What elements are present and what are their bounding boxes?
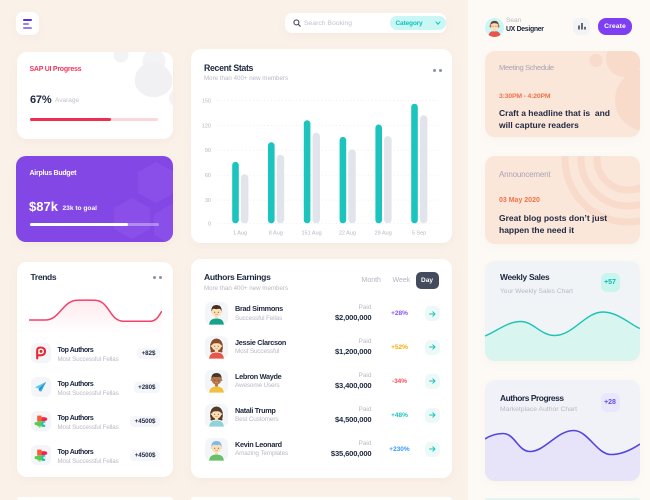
svg-text:151 Aug: 151 Aug (301, 231, 321, 237)
svg-text:8 Aug: 8 Aug (268, 231, 282, 237)
svg-text:1 Aug: 1 Aug (232, 231, 246, 237)
svg-text:0: 0 (207, 221, 210, 227)
svg-text:60: 60 (204, 173, 210, 179)
svg-text:22 Aug: 22 Aug (338, 231, 355, 237)
svg-text:120: 120 (201, 123, 210, 129)
svg-text:5 Sep: 5 Sep (411, 231, 425, 237)
svg-text:90: 90 (204, 148, 210, 154)
svg-text:29 Aug: 29 Aug (374, 231, 391, 237)
svg-text:30: 30 (204, 198, 210, 204)
svg-text:150: 150 (201, 98, 210, 104)
